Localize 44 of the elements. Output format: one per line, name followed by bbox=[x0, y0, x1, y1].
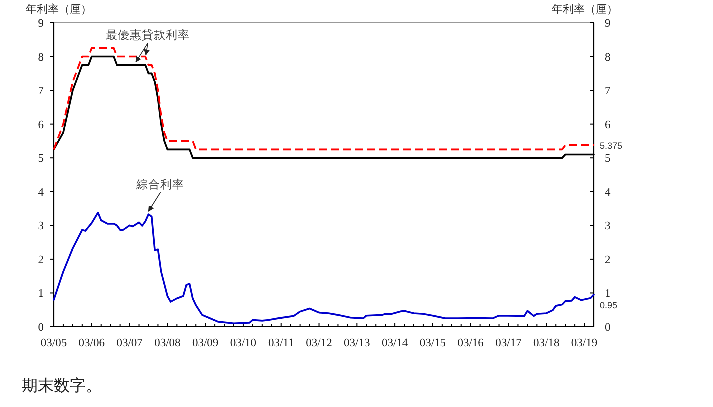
x-tick-label: 03/14 bbox=[382, 338, 408, 350]
data-label: 0.95 bbox=[600, 300, 618, 311]
y-tick-label: 3 bbox=[38, 220, 44, 233]
line-series bbox=[53, 47, 595, 151]
y2-tick-label: 2 bbox=[605, 254, 611, 266]
y2-tick-label: 9 bbox=[605, 18, 611, 30]
y2-tick-label: 6 bbox=[605, 119, 611, 132]
x-tick-label: 03/09 bbox=[192, 338, 219, 350]
x-tick-label: 03/17 bbox=[496, 338, 522, 350]
annotation: 最優惠貸款利率 bbox=[106, 28, 190, 42]
y-tick-label: 5 bbox=[38, 153, 44, 166]
x-tick-label: 03/16 bbox=[458, 338, 484, 350]
x-tick-label: 03/13 bbox=[344, 338, 370, 350]
y-tick-label: 1 bbox=[38, 288, 44, 300]
y2-tick-label: 7 bbox=[605, 86, 611, 98]
x-tick-label: 03/15 bbox=[420, 338, 446, 350]
y2-tick-label: 3 bbox=[605, 220, 611, 233]
x-tick-label: 03/07 bbox=[116, 338, 144, 350]
y2-tick-label: 4 bbox=[605, 186, 611, 199]
x-tick-label: 03/05 bbox=[40, 338, 68, 350]
x-tick-label: 03/12 bbox=[306, 338, 333, 350]
y2-tick-label: 5 bbox=[605, 153, 611, 166]
x-tick-label: 03/06 bbox=[78, 338, 106, 350]
y-tick-label: 4 bbox=[38, 186, 44, 199]
x-tick-label: 03/08 bbox=[154, 338, 182, 350]
x-tick-label: 03/11 bbox=[268, 338, 294, 350]
y-tick-label: 7 bbox=[38, 86, 44, 98]
x-tick-label: 03/19 bbox=[571, 338, 598, 350]
x-tick-label: 03/18 bbox=[534, 338, 560, 350]
y-tick-label: 0 bbox=[38, 322, 44, 334]
y2-tick-label: 1 bbox=[605, 288, 611, 300]
y-tick-label: 2 bbox=[38, 254, 44, 266]
y-tick-label: 6 bbox=[38, 119, 44, 132]
y2-tick-label: 8 bbox=[605, 52, 611, 64]
data-label: 5.375 bbox=[600, 140, 623, 151]
x-tick-label: 03/10 bbox=[230, 338, 257, 350]
y2-axis-title: 年利率（厘） bbox=[552, 3, 618, 16]
y-axis-title: 年利率（厘） bbox=[26, 3, 92, 16]
y-tick-label: 8 bbox=[38, 52, 44, 64]
text: 期末数字。 bbox=[22, 377, 102, 395]
y2-tick-label: 0 bbox=[605, 322, 611, 334]
annotation: 綜合利率 bbox=[136, 178, 185, 192]
line-series bbox=[53, 212, 595, 325]
y-tick-label: 9 bbox=[38, 18, 44, 30]
